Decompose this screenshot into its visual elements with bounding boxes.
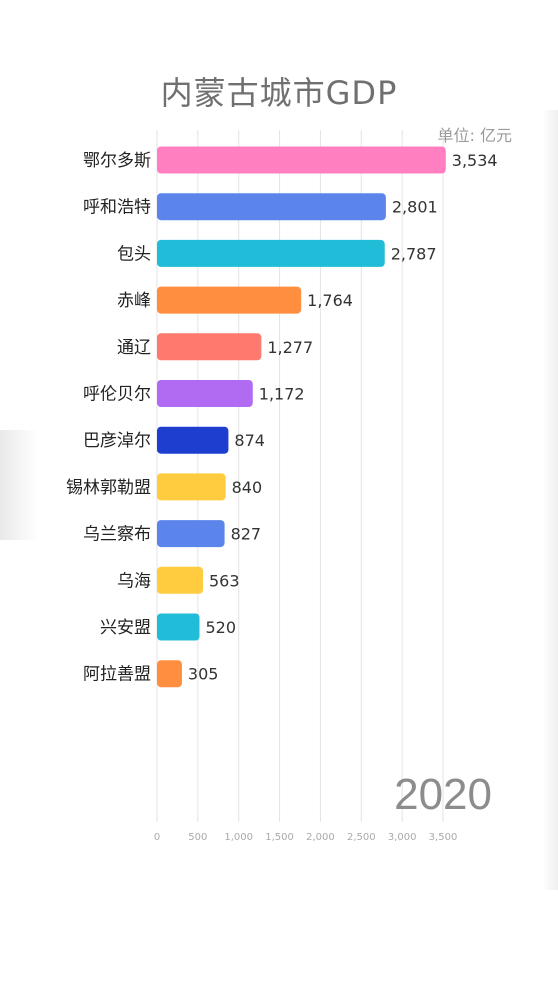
- left-edge-shadow: [0, 430, 38, 540]
- x-tick-label: 500: [188, 832, 207, 843]
- bar: [157, 239, 385, 267]
- value-label: 563: [209, 571, 240, 590]
- x-tick-label: 0: [154, 832, 160, 843]
- value-label: 827: [231, 525, 262, 544]
- value-label: 2,787: [391, 244, 437, 263]
- bar: [157, 286, 302, 314]
- bar: [157, 146, 446, 174]
- category-label: 兴安盟: [100, 618, 151, 638]
- category-label: 赤峰: [117, 291, 151, 311]
- value-label: 520: [205, 618, 236, 637]
- right-edge-shadow: [542, 110, 558, 890]
- x-tick-label: 2,000: [306, 832, 335, 843]
- bar: [157, 566, 204, 594]
- bar: [157, 193, 386, 221]
- category-label: 呼和浩特: [83, 198, 151, 218]
- value-label: 3,534: [452, 151, 498, 170]
- category-label: 阿拉善盟: [83, 665, 151, 685]
- bar: [157, 380, 253, 407]
- value-label: 1,172: [259, 385, 305, 404]
- year-label: 2020: [394, 770, 492, 819]
- category-label: 巴彦淖尔: [83, 431, 151, 451]
- category-label: 乌兰察布: [83, 525, 151, 545]
- category-label: 包头: [117, 244, 151, 264]
- bar: [157, 520, 225, 548]
- category-label: 通辽: [117, 338, 151, 358]
- value-label: 1,277: [267, 338, 313, 357]
- x-tick-label: 3,500: [429, 832, 458, 843]
- value-label: 305: [188, 665, 219, 684]
- x-axis-ticks: 0 500 1,000 1,500 2,000 2,500 3,000 3,500: [154, 832, 458, 843]
- chart-title: 内蒙古城市GDP: [160, 74, 398, 112]
- bar: [157, 333, 262, 361]
- value-label: 1,764: [307, 291, 353, 310]
- x-tick-label: 1,000: [224, 832, 253, 843]
- category-label: 锡林郭勒盟: [66, 478, 151, 498]
- category-label: 呼伦贝尔: [83, 385, 151, 405]
- category-label: 鄂尔多斯: [83, 151, 151, 171]
- category-label: 乌海: [117, 571, 151, 591]
- x-tick-label: 3,000: [388, 832, 417, 843]
- bar: [157, 426, 229, 454]
- x-tick-label: 2,500: [347, 832, 376, 843]
- x-tick-label: 1,500: [265, 832, 294, 843]
- unit-label: 单位: 亿元: [437, 126, 512, 145]
- bar: [157, 660, 182, 688]
- value-label: 2,801: [392, 198, 438, 217]
- bars: 鄂尔多斯 3,534 呼和浩特 2,801 包头 2,787 赤峰 1,764 通辽 1,277 呼…: [66, 146, 498, 688]
- value-label: 840: [232, 478, 263, 497]
- bar: [157, 473, 226, 501]
- value-label: 874: [234, 431, 265, 450]
- bar: [157, 613, 200, 641]
